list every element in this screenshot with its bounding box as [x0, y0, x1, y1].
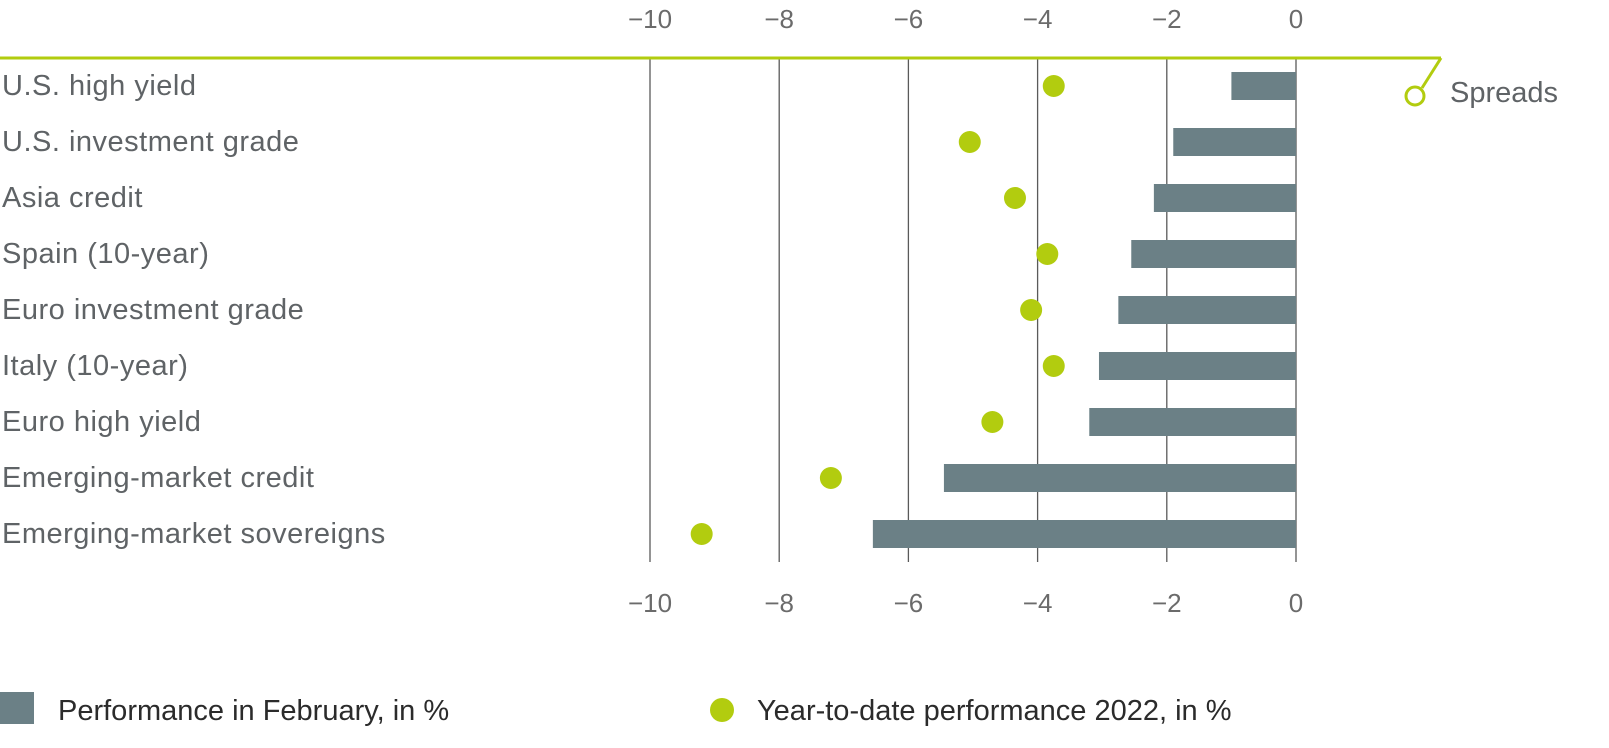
x-tick-label-top: −8 — [764, 4, 794, 34]
dot — [690, 523, 713, 545]
dot — [981, 411, 1004, 433]
spreads-diagonal-line — [1420, 57, 1443, 89]
bar — [943, 464, 1296, 492]
legend-dot-swatch — [710, 698, 734, 722]
dot — [1036, 243, 1059, 265]
x-tick-label-top: −2 — [1152, 4, 1182, 34]
x-tick-label-bottom: −10 — [628, 588, 672, 618]
dot — [958, 131, 981, 153]
axes: −10 −10 −8 −8 −6 −6 −4 −4 −2 −2 0 0 — [628, 4, 1303, 618]
legend-bar-label: Performance in February, in % — [58, 695, 449, 727]
dots — [690, 75, 1065, 545]
x-tick-label-top: −4 — [1023, 4, 1053, 34]
bar — [1231, 72, 1296, 100]
bar — [1131, 240, 1296, 268]
x-tick-label-bottom: −8 — [764, 588, 794, 618]
spreads-marker-icon — [1404, 85, 1426, 107]
dot — [1042, 75, 1065, 97]
legend-bar-swatch — [0, 692, 34, 724]
x-tick-label-bottom: −2 — [1152, 588, 1182, 618]
spreads-annotation: Spreads — [0, 56, 1558, 109]
category-labels: U.S. high yield U.S. investment grade Asia… — [2, 70, 386, 550]
x-tick-label-top: −10 — [628, 4, 672, 34]
category-label: Emerging-market sovereigns — [2, 518, 386, 550]
category-label: Euro high yield — [2, 406, 201, 438]
x-tick-label-bottom: 0 — [1289, 588, 1303, 618]
x-tick-label-bottom: −6 — [894, 588, 924, 618]
category-label: Asia credit — [2, 182, 143, 214]
dot — [1020, 299, 1043, 321]
bar — [1089, 408, 1296, 436]
legend: Performance in February, in % Year-to-da… — [0, 692, 1232, 727]
category-label: Italy (10-year) — [2, 350, 188, 382]
category-label: Spain (10-year) — [2, 238, 209, 270]
dot — [1042, 355, 1065, 377]
category-label: Emerging-market credit — [2, 462, 314, 494]
bar — [1098, 352, 1296, 380]
bar — [1153, 184, 1296, 212]
x-tick-label-top: 0 — [1289, 4, 1303, 34]
bar — [872, 520, 1296, 548]
dot — [819, 467, 842, 489]
x-tick-label-bottom: −4 — [1023, 588, 1053, 618]
spreads-label: Spreads — [1450, 77, 1558, 109]
category-label: U.S. investment grade — [2, 126, 299, 158]
category-label: U.S. high yield — [2, 70, 197, 102]
category-label: Euro investment grade — [2, 294, 304, 326]
bars — [872, 72, 1296, 548]
x-tick-label-top: −6 — [894, 4, 924, 34]
bar — [1118, 296, 1296, 324]
bar — [1173, 128, 1296, 156]
dot — [1003, 187, 1026, 209]
legend-dot-label: Year-to-date performance 2022, in % — [757, 695, 1232, 727]
